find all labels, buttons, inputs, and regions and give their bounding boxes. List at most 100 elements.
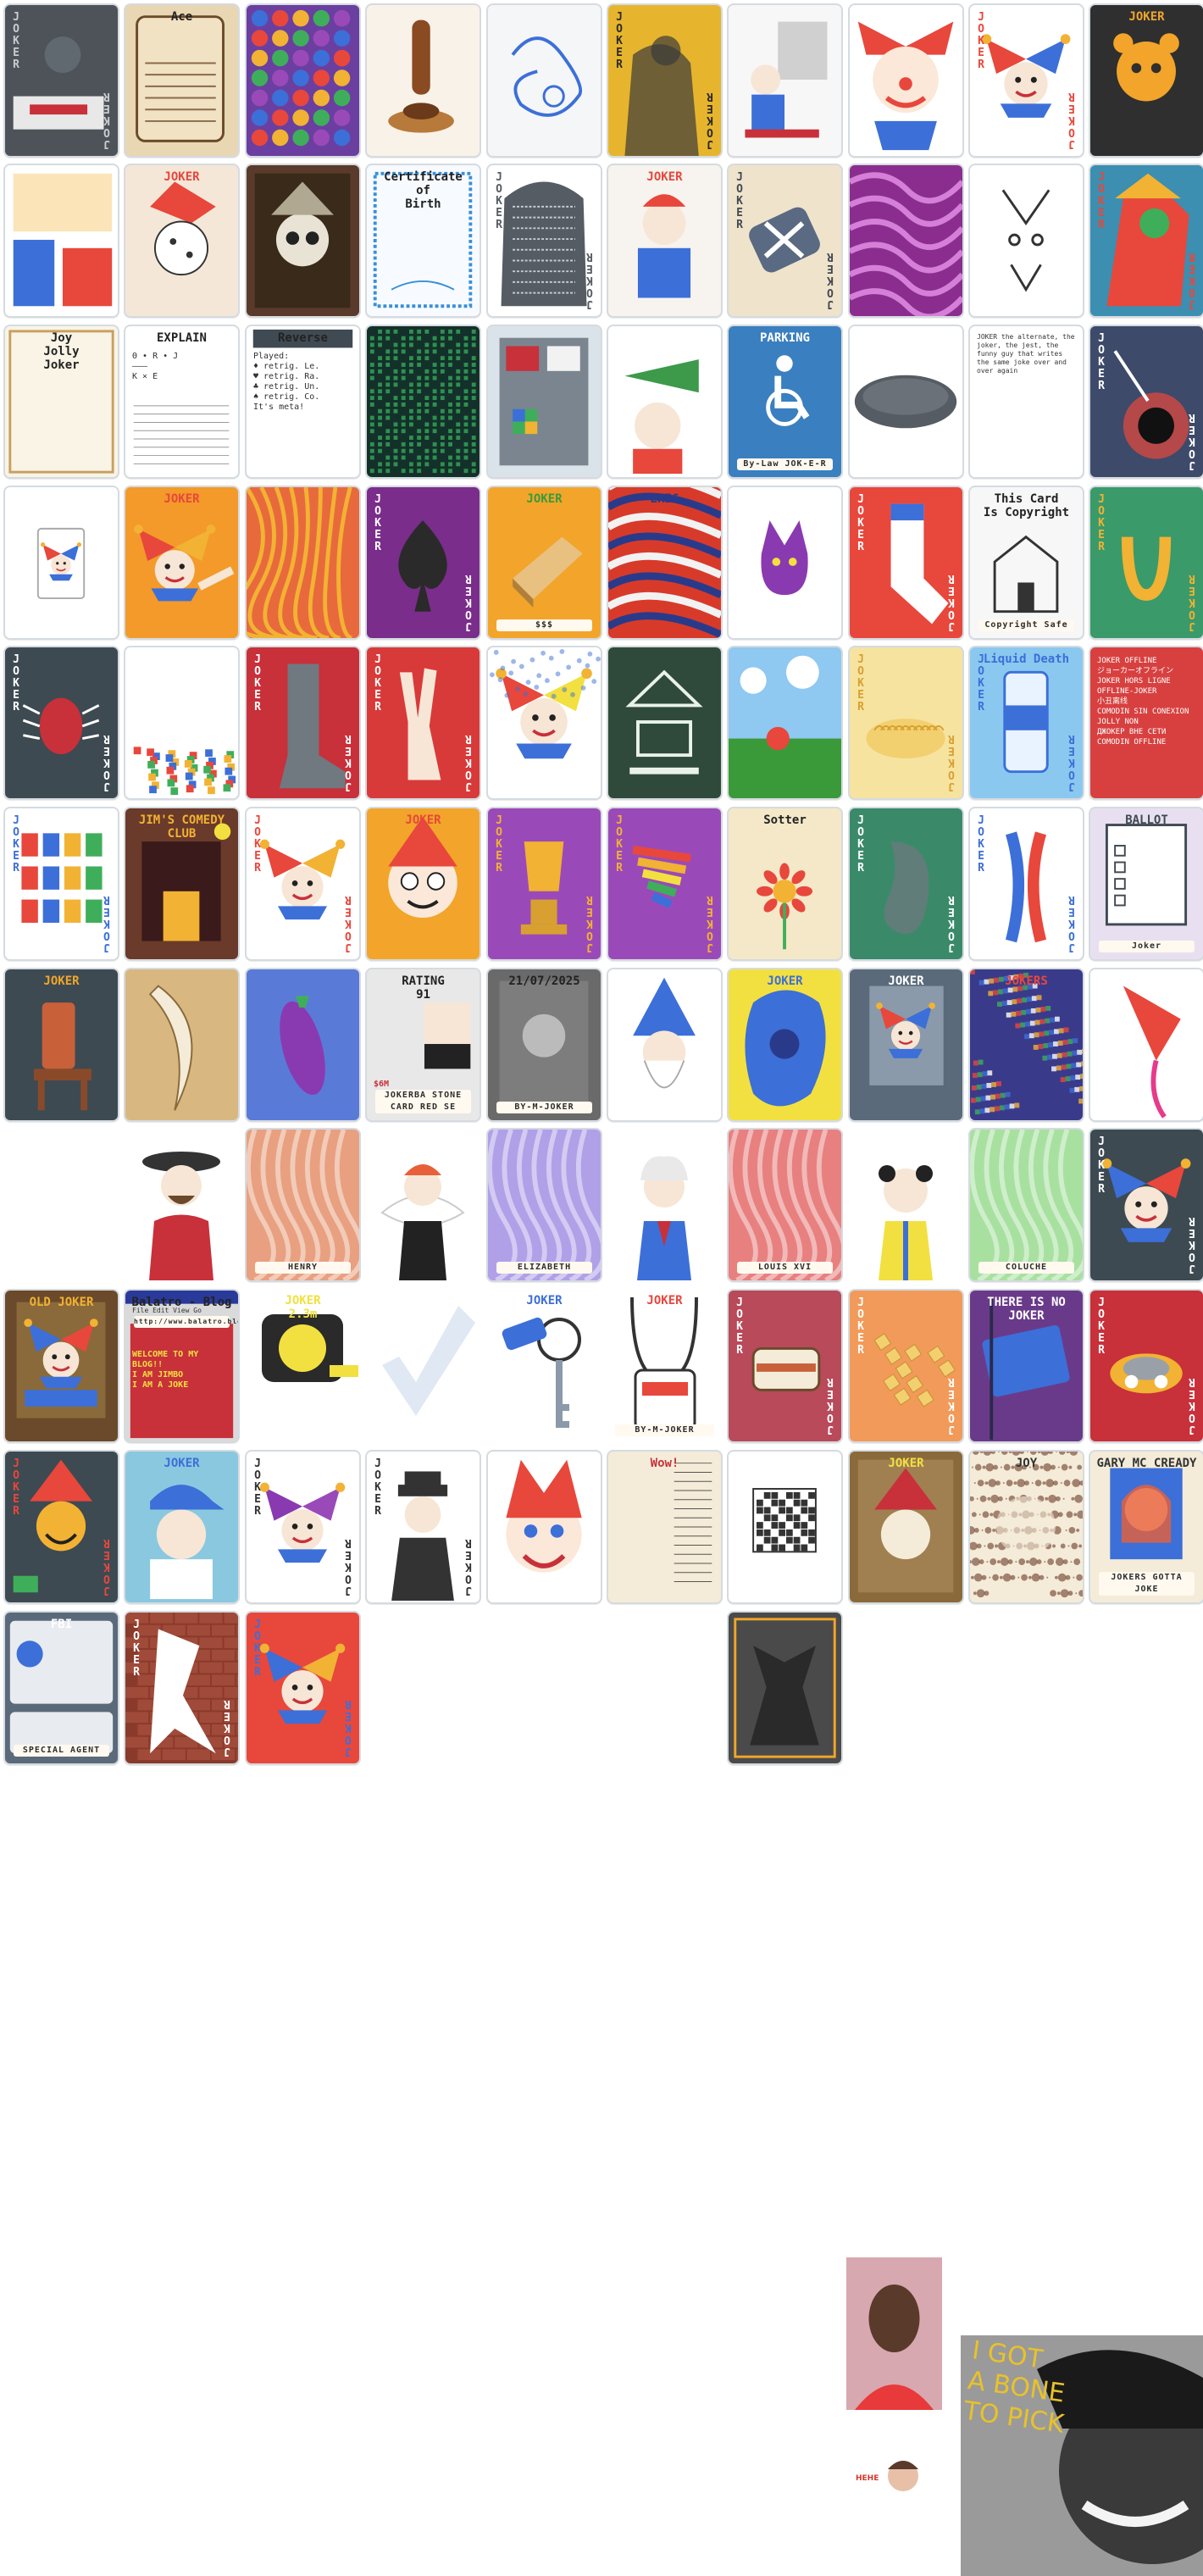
joker-card[interactable]: JOKER bbox=[3, 968, 119, 1122]
joker-card[interactable]: JOKER JOKER Liquid Death bbox=[968, 646, 1084, 800]
joker-card[interactable]: JOKER JOKER bbox=[968, 807, 1084, 961]
joker-card[interactable] bbox=[245, 486, 361, 640]
joker-card[interactable]: JOKER JOKER bbox=[727, 164, 843, 318]
joker-card[interactable]: COLUCHE bbox=[968, 1128, 1084, 1282]
joker-card[interactable]: JOKER JOKER bbox=[848, 807, 964, 961]
joker-card[interactable] bbox=[365, 1289, 481, 1443]
joker-card[interactable]: OLD JOKER bbox=[3, 1289, 119, 1443]
joker-card[interactable]: ERIC bbox=[607, 486, 723, 640]
joker-card[interactable]: JOKER JOKER bbox=[486, 164, 602, 318]
joker-card[interactable] bbox=[245, 3, 361, 158]
joker-card[interactable]: JOKER JOKER bbox=[848, 1289, 964, 1443]
joker-card[interactable]: JOKER JOKER bbox=[245, 1450, 361, 1604]
joker-card[interactable] bbox=[848, 164, 964, 318]
joker-card[interactable]: JOKER JOKER bbox=[124, 1611, 240, 1765]
joker-card[interactable]: 21/07/2025 BY-M-JOKER bbox=[486, 968, 602, 1122]
joker-card[interactable]: PARKING By-Law JOK-E-R bbox=[727, 325, 843, 479]
joker-card[interactable]: JOKER bbox=[486, 1289, 602, 1443]
joker-card[interactable]: Reverse Played: ♦ retrig. Le. ♥ retrig. R… bbox=[245, 325, 361, 479]
joker-card[interactable]: EXPLAIN Θ • R • J ——— K × E bbox=[124, 325, 240, 479]
joker-card[interactable] bbox=[727, 1450, 843, 1604]
joker-card[interactable] bbox=[848, 325, 964, 479]
joker-card[interactable]: JOKER JOKER bbox=[607, 3, 723, 158]
joker-card[interactable]: JOKER JOKER bbox=[365, 1450, 481, 1604]
joker-card[interactable]: JOKER JOKER bbox=[1089, 1128, 1203, 1282]
joker-card[interactable]: LOUIS XVI bbox=[727, 1128, 843, 1282]
joker-card[interactable]: Certificate of Birth bbox=[365, 164, 481, 318]
joker-card[interactable] bbox=[3, 486, 119, 640]
joker-card[interactable]: JOKER bbox=[124, 486, 240, 640]
joker-card[interactable] bbox=[848, 3, 964, 158]
joker-card[interactable] bbox=[727, 3, 843, 158]
joker-card[interactable] bbox=[3, 164, 119, 318]
joker-card[interactable]: Wow! bbox=[607, 1450, 723, 1604]
joker-card[interactable] bbox=[486, 325, 602, 479]
joker-card[interactable] bbox=[245, 164, 361, 318]
joker-card[interactable] bbox=[727, 486, 843, 640]
joker-card[interactable] bbox=[607, 1128, 723, 1282]
joker-card[interactable]: ELIZABETH bbox=[486, 1128, 602, 1282]
joker-card[interactable] bbox=[365, 325, 481, 479]
joker-card[interactable]: Sotter bbox=[727, 807, 843, 961]
joker-card[interactable]: JOKER bbox=[124, 1450, 240, 1604]
joker-card[interactable]: THERE IS NO JOKER bbox=[968, 1289, 1084, 1443]
joker-card[interactable] bbox=[727, 1611, 843, 1765]
joker-card[interactable] bbox=[848, 1128, 964, 1282]
joker-card[interactable]: JOKER bbox=[848, 1450, 964, 1604]
joker-card[interactable] bbox=[607, 325, 723, 479]
joker-card[interactable]: JOKER bbox=[727, 968, 843, 1122]
joker-card[interactable]: JOKER the alternate, the joker, the jest… bbox=[968, 325, 1084, 479]
joker-card[interactable]: JOKER JOKER bbox=[968, 3, 1084, 158]
joker-card[interactable] bbox=[124, 968, 240, 1122]
joker-card[interactable] bbox=[124, 1128, 240, 1282]
joker-card[interactable]: JOKER $$$ bbox=[486, 486, 602, 640]
joker-card[interactable]: Ace bbox=[124, 3, 240, 158]
joker-card[interactable]: JOKER JOKER bbox=[1089, 1289, 1203, 1443]
joker-card[interactable] bbox=[486, 3, 602, 158]
joker-card[interactable]: JOKER JOKER bbox=[365, 486, 481, 640]
joker-card[interactable]: JOKER JOKER bbox=[365, 646, 481, 800]
joker-card[interactable]: Balatro - Blog File Edit View Go http://ww… bbox=[124, 1289, 240, 1443]
joker-card[interactable]: JOKER 2.3m bbox=[245, 1289, 361, 1443]
joker-card[interactable]: JOKER JOKER bbox=[607, 807, 723, 961]
joker-card[interactable]: JOKER JOKER bbox=[1089, 486, 1203, 640]
joker-card[interactable]: JOKER JOKER bbox=[245, 646, 361, 800]
joker-card[interactable]: HENRY bbox=[245, 1128, 361, 1282]
joker-card[interactable]: GARY MC CREADY JOKERS GOTTA JOKE bbox=[1089, 1450, 1203, 1604]
joker-card[interactable]: JOKER JOKER bbox=[245, 1611, 361, 1765]
joker-card[interactable]: JOKER bbox=[365, 807, 481, 961]
joker-card[interactable]: JOKER JOKER bbox=[3, 807, 119, 961]
joker-card[interactable]: JOY bbox=[968, 1450, 1084, 1604]
joker-card[interactable]: JOKER bbox=[1089, 3, 1203, 158]
joker-card[interactable]: JOKER OFFLINE ジョーカーオフライン JOKER HORS LIGN… bbox=[1089, 646, 1203, 800]
joker-card[interactable]: JOKER JOKER bbox=[727, 1289, 843, 1443]
joker-card[interactable]: JOKER JOKER bbox=[3, 3, 119, 158]
joker-card[interactable]: JOKER bbox=[848, 968, 964, 1122]
joker-card[interactable]: JOKER bbox=[607, 164, 723, 318]
joker-card[interactable] bbox=[486, 1450, 602, 1604]
joker-card[interactable]: JOKER JOKER bbox=[245, 807, 361, 961]
joker-card[interactable]: JOKER bbox=[124, 164, 240, 318]
joker-card[interactable]: JOKER BY-M-JOKER bbox=[607, 1289, 723, 1443]
joker-card[interactable]: JOKER JOKER bbox=[1089, 164, 1203, 318]
joker-card[interactable]: JOKER JOKER bbox=[3, 1450, 119, 1604]
joker-card[interactable]: JOKER JOKER bbox=[1089, 325, 1203, 479]
joker-card[interactable] bbox=[968, 164, 1084, 318]
joker-card[interactable]: FBI SPECIAL AGENT bbox=[3, 1611, 119, 1765]
joker-card[interactable] bbox=[486, 646, 602, 800]
joker-card[interactable]: This Card Is Copyright Copyright Safe bbox=[968, 486, 1084, 640]
joker-card[interactable]: Joy Jolly Joker bbox=[3, 325, 119, 479]
joker-card[interactable]: JOKERS bbox=[968, 968, 1084, 1122]
joker-card[interactable]: JOKER JOKER bbox=[486, 807, 602, 961]
joker-card[interactable]: JOKER JOKER bbox=[848, 486, 964, 640]
joker-card[interactable]: JIM'S COMEDY CLUB bbox=[124, 807, 240, 961]
joker-card[interactable] bbox=[245, 968, 361, 1122]
joker-card[interactable]: JOKER JOKER bbox=[848, 646, 964, 800]
joker-card[interactable]: JOKER JOKER bbox=[3, 646, 119, 800]
joker-card[interactable] bbox=[365, 3, 481, 158]
joker-card[interactable]: BALLOT Joker bbox=[1089, 807, 1203, 961]
joker-card[interactable] bbox=[727, 646, 843, 800]
joker-card[interactable] bbox=[365, 1128, 481, 1282]
joker-card[interactable] bbox=[1089, 968, 1203, 1122]
joker-card[interactable] bbox=[607, 968, 723, 1122]
